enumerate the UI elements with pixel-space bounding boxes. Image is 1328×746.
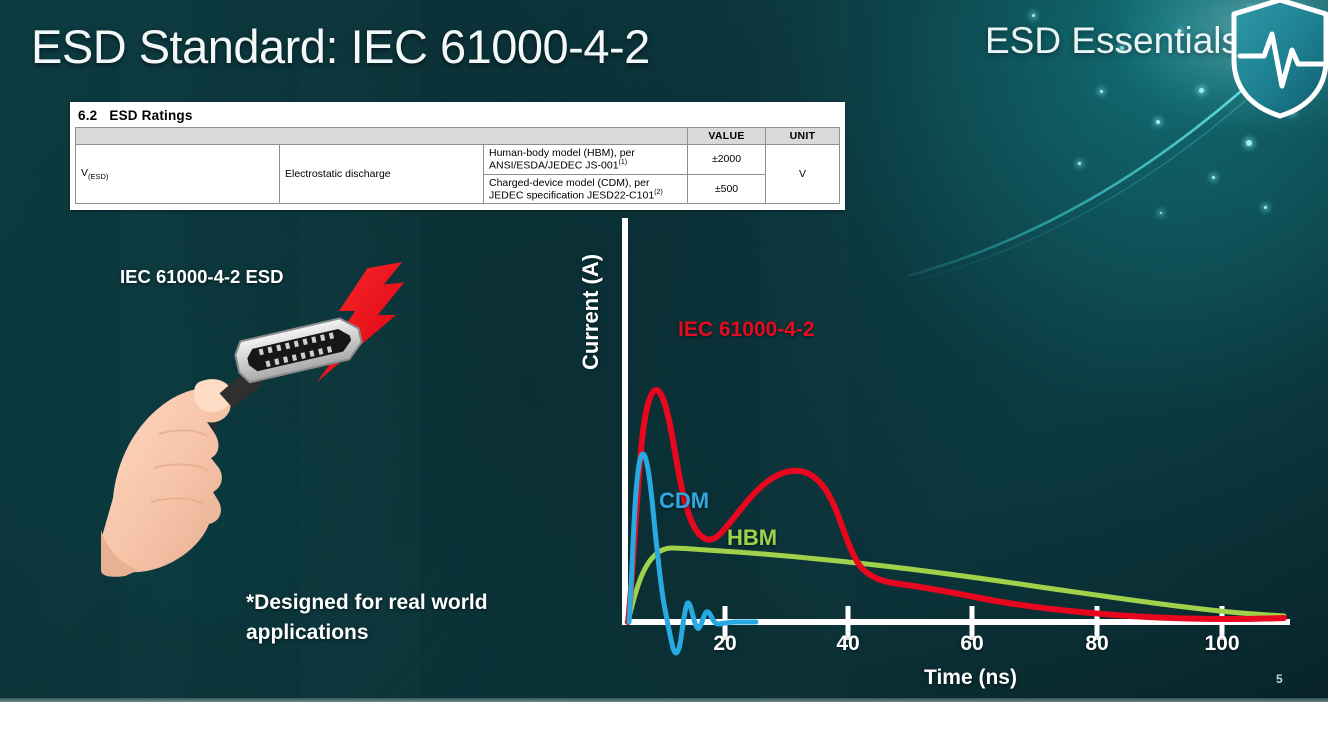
chart-series-label-cdm: CDM <box>659 488 710 513</box>
series-path-iec <box>625 387 1287 625</box>
chart-xtick-80: 80 <box>1085 632 1109 655</box>
hand-holding-hdmi-cable-icon <box>101 262 405 577</box>
cell-condition-cdm: Charged-device model (CDM), per JEDEC sp… <box>483 173 688 204</box>
series-path-cdm <box>626 451 759 656</box>
chart-x-axis-label: Time (ns) <box>924 666 1017 689</box>
table-caption: 6.2 ESD Ratings <box>75 106 840 127</box>
table-section-number: 6.2 <box>78 108 98 123</box>
cell-condition-hbm: Human-body model (HBM), per ANSI/ESDA/JE… <box>483 144 688 175</box>
table-section-title: ESD Ratings <box>109 108 193 123</box>
symbol-subscript: (ESD) <box>88 172 109 182</box>
shield-heartbeat-icon <box>1231 0 1328 119</box>
particle-star <box>1156 120 1160 124</box>
illustration-footnote: *Designed for real world applications <box>246 591 488 644</box>
illustration-caption: IEC 61000-4-2 ESD <box>120 266 284 287</box>
table-header-blank <box>75 127 688 145</box>
particle-star <box>1199 88 1204 93</box>
particle-star <box>1212 176 1215 179</box>
table-header-value: VALUE <box>687 127 766 145</box>
esd-waveform-chart <box>622 218 1290 656</box>
particle-star <box>1100 90 1103 93</box>
table-row: Charged-device model (CDM), per JEDEC sp… <box>76 173 840 204</box>
condition-text: Human-body model (HBM), per ANSI/ESDA/JE… <box>489 147 635 172</box>
slide-footer: Texas Instruments <box>0 702 1328 746</box>
chart-y-axis-label: Current (A) <box>578 253 603 370</box>
particle-star <box>1264 206 1267 209</box>
esd-ratings-table: VALUE UNIT V(ESD) Electrostatic discharg… <box>75 127 840 204</box>
condition-footnote: (2) <box>654 188 663 196</box>
condition-footnote: (1) <box>618 159 628 166</box>
condition-text: Charged-device model (CDM), per JEDEC sp… <box>489 176 655 202</box>
cell-symbol: V(ESD) <box>75 144 280 204</box>
particle-star <box>1246 140 1252 146</box>
particle-star <box>1032 14 1035 17</box>
brand-label: ESD Essentials <box>985 20 1240 61</box>
cell-value-hbm: ±2000 <box>687 144 766 175</box>
particle-star <box>1078 162 1081 165</box>
slide-canvas: ESD Standard: IEC 61000-4-2 ESD Essentia… <box>0 0 1328 702</box>
series-path-hbm <box>624 545 1287 625</box>
table-header-row: VALUE UNIT <box>75 127 840 145</box>
chart-xtick-60: 60 <box>960 632 984 655</box>
cell-parameter: Electrostatic discharge <box>279 144 484 204</box>
chart-series-label-hbm: HBM <box>727 525 778 550</box>
chart-xtick-20: 20 <box>713 632 737 655</box>
chart-xtick-100: 100 <box>1204 632 1240 655</box>
cell-unit: V <box>765 144 840 204</box>
symbol-main: V <box>81 166 89 179</box>
particle-star <box>1180 30 1182 32</box>
cell-value-cdm: ±500 <box>687 173 766 204</box>
hdmi-connector-icon <box>219 317 363 409</box>
esd-ratings-table-card: 6.2 ESD Ratings VALUE UNIT V(ESD) Electro… <box>70 102 845 210</box>
page-title: ESD Standard: IEC 61000-4-2 <box>31 20 650 73</box>
lightning-bolt-icon <box>316 262 405 383</box>
table-row: V(ESD) Electrostatic discharge Human-bod… <box>75 144 840 204</box>
table-header-unit: UNIT <box>765 127 840 145</box>
particle-star <box>1120 46 1124 50</box>
chart-series-label-iec: IEC 61000-4-2 <box>678 318 815 341</box>
chart-xtick-40: 40 <box>836 632 860 655</box>
particle-star <box>1160 212 1162 214</box>
page-number: 5 <box>1276 672 1283 686</box>
